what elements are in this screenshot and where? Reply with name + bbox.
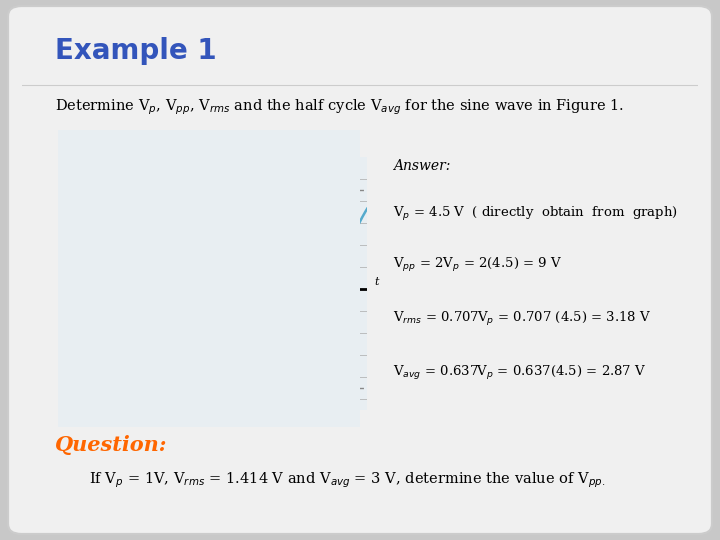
FancyBboxPatch shape xyxy=(8,6,712,534)
Text: V$_p$ = 4.5 V  ( directly  obtain  from  graph): V$_p$ = 4.5 V ( directly obtain from gra… xyxy=(393,205,678,223)
Text: 5: 5 xyxy=(88,174,95,184)
Text: t: t xyxy=(374,277,379,287)
Text: Answer:: Answer: xyxy=(393,159,450,173)
Text: V$_{pp}$ = 2V$_p$ = 2(4.5) = 9 V: V$_{pp}$ = 2V$_p$ = 2(4.5) = 9 V xyxy=(393,256,562,274)
Text: Example 1: Example 1 xyxy=(55,37,217,64)
Text: V$_{rms}$ = 0.707V$_p$ = 0.707 (4.5) = 3.18 V: V$_{rms}$ = 0.707V$_p$ = 0.707 (4.5) = 3… xyxy=(393,310,652,328)
Text: If V$_p$ = 1V, V$_{rms}$ = 1.414 V and V$_{avg}$ = 3 V, determine the value of V: If V$_p$ = 1V, V$_{rms}$ = 1.414 V and V… xyxy=(89,470,606,490)
Text: -V: -V xyxy=(94,417,105,430)
Text: 1: 1 xyxy=(88,262,95,272)
Text: V$_{avg}$ = 0.637V$_p$ = 0.637(4.5) = 2.87 V: V$_{avg}$ = 0.637V$_p$ = 0.637(4.5) = 2.… xyxy=(393,364,646,382)
Text: Determine V$_p$, V$_{pp}$, V$_{rms}$ and the half cycle V$_{avg}$ for the sine w: Determine V$_p$, V$_{pp}$, V$_{rms}$ and… xyxy=(55,97,625,117)
Text: 0: 0 xyxy=(88,277,95,287)
Text: 2: 2 xyxy=(88,240,95,250)
Text: +V (V): +V (V) xyxy=(94,139,133,152)
Text: 3: 3 xyxy=(88,218,95,228)
Text: 4: 4 xyxy=(88,195,95,206)
Text: Question:: Question: xyxy=(55,435,168,455)
